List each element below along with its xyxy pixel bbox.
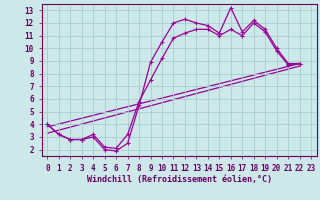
- X-axis label: Windchill (Refroidissement éolien,°C): Windchill (Refroidissement éolien,°C): [87, 175, 272, 184]
